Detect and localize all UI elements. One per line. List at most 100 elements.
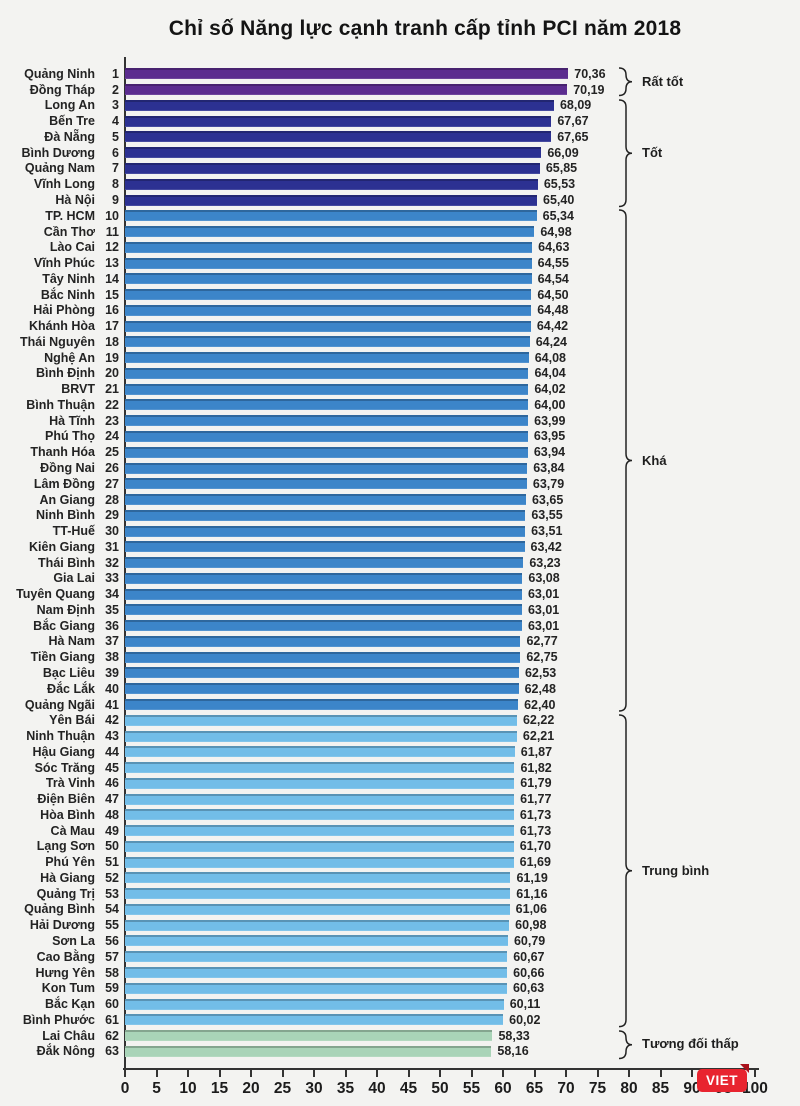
rank-label: 30 [105,524,119,539]
rank-label: 3 [112,98,119,113]
value-label: 63,79 [532,476,565,491]
bar [125,635,521,647]
rank-label: 14 [105,271,119,286]
bar-row: Phú Thọ 24 63,95 [0,429,800,445]
value-label: 62,77 [526,634,558,649]
x-tick-label: 45 [399,1080,418,1097]
bar [125,194,538,206]
value-label: 61,73 [519,823,552,838]
province-label: Quảng Nam [24,161,95,176]
rank-label: 47 [105,792,119,807]
bar-row: Cà Mau 49 61,73 [0,823,800,839]
rank-label: 5 [112,129,119,144]
province-label: Bến Tre [49,114,95,129]
rank-label: 31 [105,539,119,554]
province-label: Đà Nẵng [44,129,95,144]
value-label: 65,40 [543,193,575,207]
rank-label: 9 [112,193,119,207]
bar-row: Quảng Nam 7 65,85 [0,161,800,177]
x-tick-label: 65 [525,1080,544,1097]
bar [125,998,504,1010]
x-tick [250,1068,252,1077]
value-label: 61,73 [519,807,552,822]
value-label: 60,02 [509,1012,541,1027]
province-label: Hải Dương [29,918,95,933]
bar-row: Bình Định 20 64,04 [0,366,800,382]
x-tick-label: 15 [210,1080,229,1097]
bar [125,746,515,758]
x-tick [376,1068,378,1077]
bar-row: Hà Nam 37 62,77 [0,634,800,650]
province-label: Bạc Liêu [42,665,95,680]
x-tick [313,1068,315,1077]
bar [125,289,532,301]
x-tick [502,1068,504,1077]
value-label: 58,16 [497,1044,529,1059]
bar [125,430,528,442]
x-tick [565,1068,567,1077]
x-tick [155,1068,158,1077]
province-label: Khánh Hòa [29,319,95,334]
value-label: 62,53 [524,665,557,680]
bar [125,210,537,222]
bar-row: Hậu Giang 44 61,87 [0,744,800,760]
value-label: 63,65 [531,492,564,507]
rank-label: 23 [105,413,119,428]
group-brace [618,1029,633,1059]
province-label: Hà Nam [48,634,95,649]
rank-label: 62 [105,1028,119,1043]
x-axis-line [123,1068,759,1070]
rank-label: 55 [105,918,119,933]
province-label: Cao Bằng [36,949,95,964]
bar-row: Vĩnh Long 8 65,53 [0,176,800,192]
bar-rows: Quảng Ninh 1 70,36 Đồng Tháp 2 70,19 Long An 3 6… [0,66,800,1059]
bar [125,793,515,805]
province-label: Hưng Yên [35,965,95,980]
x-tick-label: 50 [431,1080,449,1097]
rank-label: 53 [105,886,119,901]
bar-row: Ninh Thuận 43 62,21 [0,728,800,744]
value-label: 70,36 [574,66,606,81]
bar-row: Hà Nội 9 65,40 [0,192,800,208]
value-label: 60,63 [512,981,545,996]
bar-row: Nghệ An 19 64,08 [0,350,800,366]
value-label: 61,69 [519,855,551,870]
rank-label: 43 [105,729,119,744]
rank-label: 17 [105,319,119,334]
bar [125,352,529,364]
bar [125,699,519,710]
rank-label: 21 [105,382,119,397]
value-label: 63,08 [528,571,560,586]
x-tick-label: 35 [336,1080,355,1097]
province-label: TP. HCM [45,208,95,223]
bar [125,982,507,994]
x-tick [218,1068,221,1077]
group-label: Tương đối thấp [642,1036,739,1052]
value-label: 61,06 [515,902,547,917]
value-label: 58,33 [498,1028,530,1043]
value-label: 64,42 [536,319,569,334]
province-label: Bình Thuận [26,397,95,412]
x-tick-label: 55 [462,1080,481,1097]
bar-row: Thanh Hóa 25 63,94 [0,444,800,460]
bar [125,967,508,979]
x-tick-label: 30 [305,1080,323,1097]
x-tick-label: 60 [494,1080,512,1097]
bar [125,399,529,411]
rank-label: 48 [105,807,119,822]
province-label: Bắc Giang [33,618,95,633]
bar [125,651,521,663]
bar-row: Kiên Giang 31 63,42 [0,539,800,555]
bar-row: Đồng Tháp 2 70,19 [0,82,800,98]
rank-label: 11 [105,224,119,239]
value-label: 61,16 [516,886,548,901]
bar-row: Bình Dương 6 66,09 [0,145,800,161]
bar-row: Hưng Yên 58 60,66 [0,965,800,981]
bar-row: Lạng Sơn 50 61,70 [0,839,800,855]
bar [125,888,511,900]
value-label: 63,01 [527,602,560,617]
province-label: Lào Cai [49,240,95,255]
bar [125,178,538,190]
value-label: 65,53 [543,177,576,192]
province-label: Đồng Nai [40,461,95,476]
